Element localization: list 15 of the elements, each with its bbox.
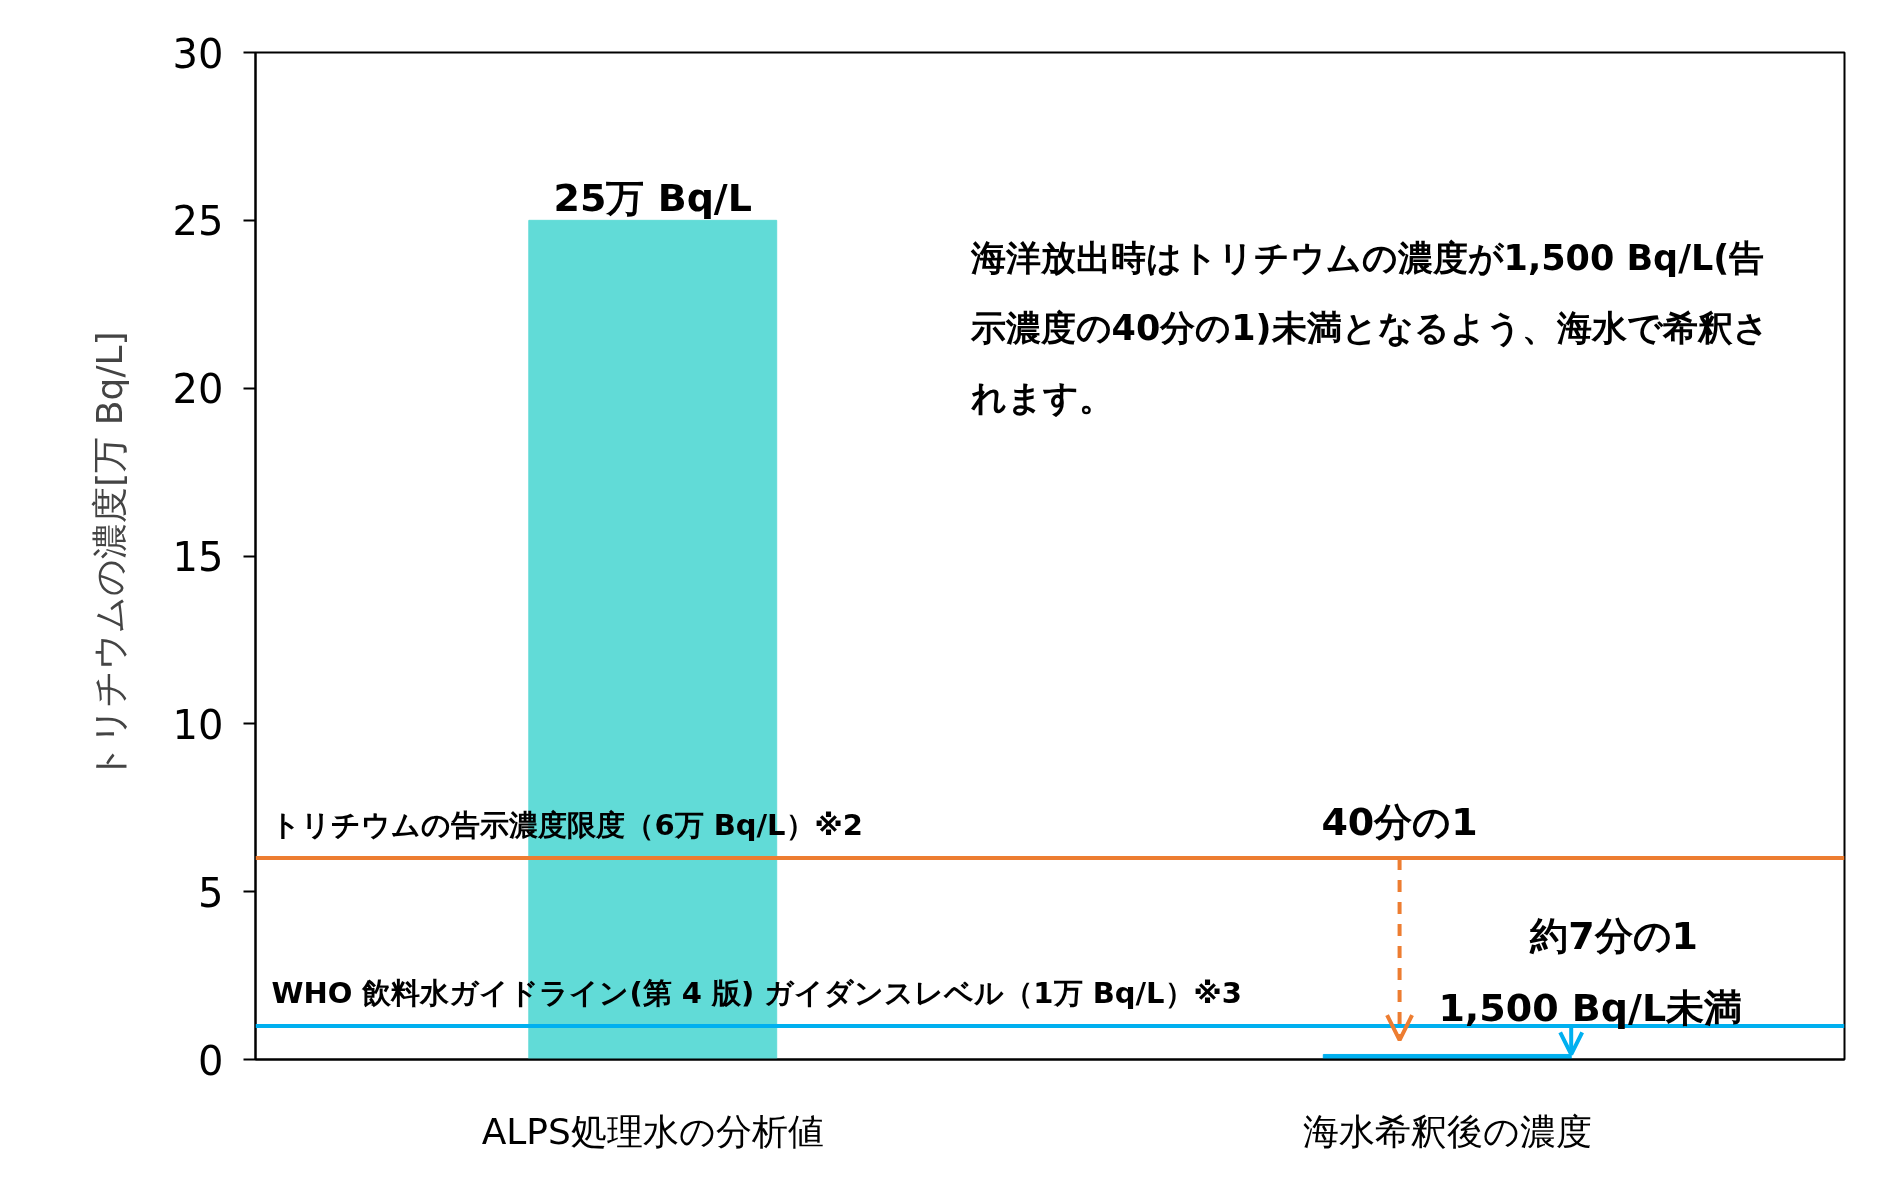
y-tick-label: 20 xyxy=(172,366,224,413)
y-tick-label: 15 xyxy=(172,534,224,580)
x-tick-label: 海水希釈後の濃度 xyxy=(1302,1110,1592,1152)
y-tick-label: 25 xyxy=(172,198,224,245)
annotation: 1,500 Bq/L未満 xyxy=(1438,986,1743,1031)
y-axis-title: トリチウムの濃度[万 Bq/L] xyxy=(88,331,130,781)
x-tick-label: ALPS処理水の分析値 xyxy=(481,1110,824,1152)
annotation: 40分の1 xyxy=(1321,800,1478,845)
y-tick-label: 5 xyxy=(198,869,224,916)
y-tick-label: 10 xyxy=(172,701,224,748)
data-label: 25万 Bq/L xyxy=(553,176,752,221)
annotation: 約7分の1 xyxy=(1529,913,1699,958)
y-tick-label: 0 xyxy=(198,1037,224,1084)
annotation: 海洋放出時はトリチウムの濃度が1,500 Bq/L(告示濃度の40分の1)未満となるよう、海水で希釈されます。 xyxy=(969,237,1769,418)
y-tick-label: 30 xyxy=(172,30,224,77)
